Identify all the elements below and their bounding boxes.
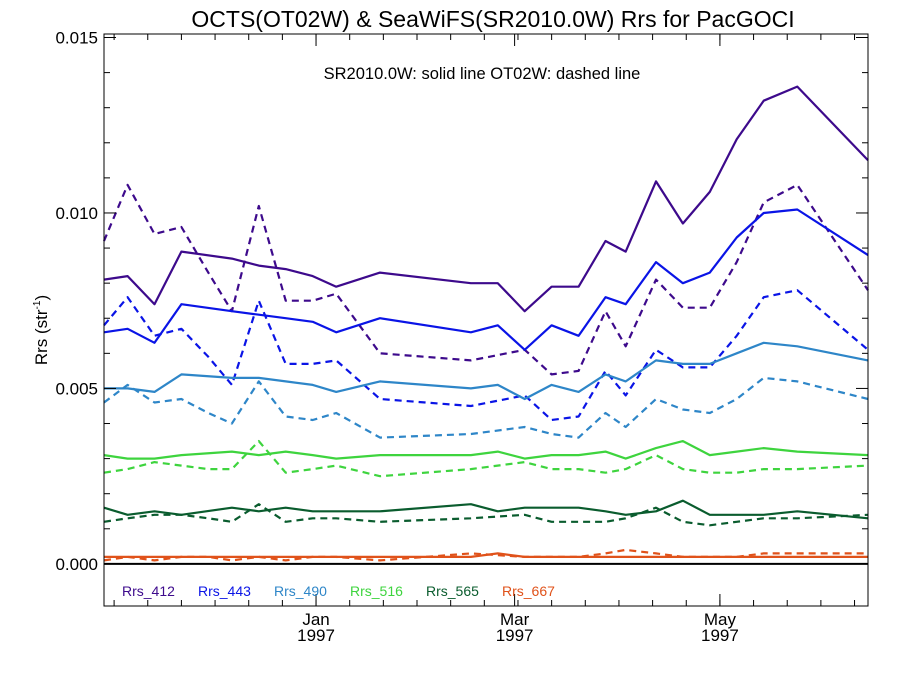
y-axis-label-superscript: -1 [32,300,43,309]
series-line-rrs-516-solid [103,440,869,460]
series-line-rrs-412-dashed [102,183,869,376]
y-tick-label: 0.015 [55,29,98,48]
chart-title: OCTS(OT02W) & SeaWiFS(SR2010.0W) Rrs for… [191,6,794,32]
series-line-rrs-490-solid [104,341,869,401]
x-tick-label-year: 1997 [496,626,534,645]
series-layer [102,85,869,562]
series-line-rrs-443-solid [103,208,869,351]
legend-entry: Rrs_565 [426,583,479,599]
y-axis-label-text: Rrs (str [32,309,51,365]
series-line-rrs-667-dashed [103,548,868,562]
series-line-rrs-412-solid [103,85,869,313]
x-tick-label-month: Jan [302,610,329,629]
legend-entry: Rrs_412 [122,583,175,599]
series-line-rrs-490-dashed [103,376,869,439]
legend-entry: Rrs_490 [274,583,327,599]
legend-entry: Rrs_516 [350,583,403,599]
series-line-rrs-565-solid [103,499,869,520]
legend: Rrs_412 Rrs_443 Rrs_490 Rrs_516 Rrs_565 Rrs_6… [122,583,555,599]
x-tick-label-year: 1997 [297,626,335,645]
axes-layer: 0.0000.0050.0100.015Jan1997Mar1997May199… [55,29,869,645]
y-tick-label: 0.005 [55,379,98,398]
plot-frame [103,33,869,607]
x-tick-label-month: Mar [500,610,530,629]
y-axis-label-close: ) [32,295,51,301]
y-tick-label: 0.010 [55,204,98,223]
chart-subtitle: SR2010.0W: solid line OT02W: dashed line [324,65,641,83]
svg-text:Rrs (str-1): Rrs (str-1) [32,295,51,365]
x-tick-label-year: 1997 [701,626,739,645]
series-line-rrs-565-dashed [103,503,869,527]
y-axis-label: Rrs (str-1) [32,295,51,365]
legend-entry: Rrs_443 [198,583,251,599]
legend-entry: Rrs_667 [502,583,555,599]
y-tick-label: 0.000 [55,555,98,574]
x-tick-label-month: May [704,610,737,629]
series-line-rrs-516-dashed [103,440,869,478]
